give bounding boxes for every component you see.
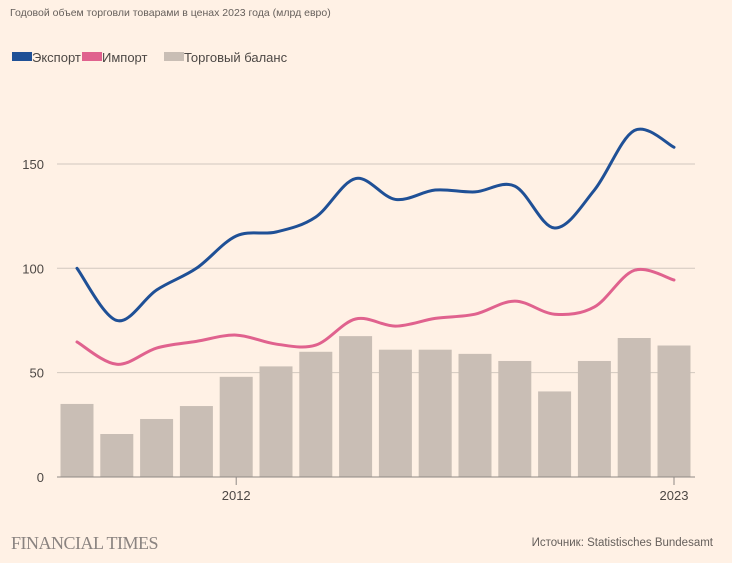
bar-2021	[577, 360, 611, 477]
legend: Экспорт Импорт Торговый баланс	[12, 50, 288, 65]
bar-2010	[140, 418, 174, 477]
legend-label: Экспорт	[32, 50, 81, 65]
x-tick-label: 2012	[222, 488, 251, 503]
bar-2013	[259, 366, 293, 477]
legend-label: Импорт	[102, 50, 147, 65]
y-tick-label: 0	[37, 470, 44, 485]
bar-2014	[299, 351, 333, 477]
chart-title: Годовой объем торговли товарами в ценах …	[10, 7, 331, 19]
legend-label: Торговый баланс	[184, 50, 288, 65]
y-tick-label: 150	[22, 157, 44, 172]
x-axis: 2012 2023	[222, 477, 689, 503]
bar-2023	[657, 345, 691, 477]
bar-2016	[378, 349, 412, 477]
legend-swatch	[164, 52, 184, 61]
source-note: Источник: Statistisches Bundesamt	[532, 537, 714, 549]
legend-swatch	[12, 52, 32, 61]
ft-logo: FINANCIAL TIMES	[11, 533, 158, 553]
lines	[75, 127, 676, 366]
bar-2017	[418, 349, 452, 477]
line-Импорт	[75, 267, 676, 366]
bars	[57, 336, 695, 478]
bar-2019	[498, 360, 532, 477]
bar-2022	[617, 338, 651, 477]
bar-2011	[179, 406, 213, 477]
bar-2008	[60, 403, 94, 477]
y-tick-label: 100	[22, 261, 44, 276]
y-tick-label: 50	[30, 366, 44, 381]
bar-2012	[219, 376, 253, 477]
line-Экспорт	[75, 127, 676, 323]
bar-2020	[538, 391, 572, 477]
legend-swatch	[82, 52, 102, 61]
bar-2015	[339, 336, 373, 477]
x-tick-label: 2023	[660, 488, 689, 503]
bar-2009	[100, 434, 134, 477]
bar-2018	[458, 353, 492, 477]
